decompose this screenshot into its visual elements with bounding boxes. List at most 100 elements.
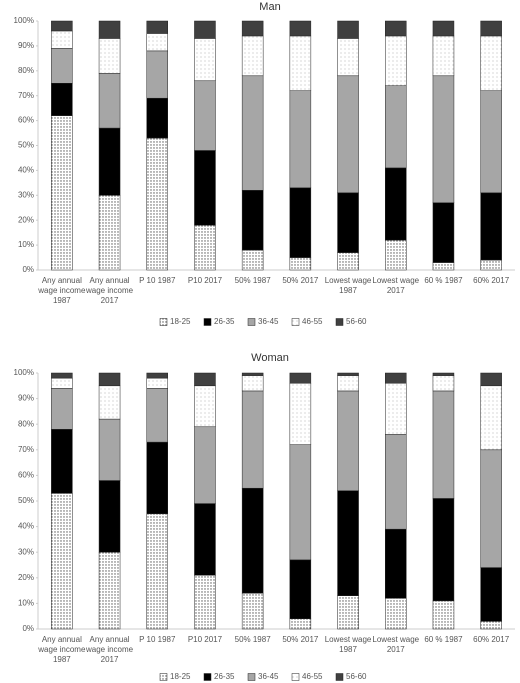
bar-segment xyxy=(241,372,264,376)
x-tick-label: 50% 2017 xyxy=(282,276,319,285)
bar-segment xyxy=(98,195,121,271)
y-tick-label: 50% xyxy=(18,141,34,150)
x-tick-label: P10 2017 xyxy=(188,276,223,285)
legend-label: 36-45 xyxy=(258,672,279,681)
x-tick-label: 60% 2017 xyxy=(473,635,510,644)
bar-segment xyxy=(480,35,502,91)
bar-segment xyxy=(289,20,312,37)
x-tick-label: 1987 xyxy=(339,286,357,295)
y-tick-label: 70% xyxy=(18,445,34,454)
bar-segment xyxy=(146,33,168,52)
legend-swatch xyxy=(203,673,212,681)
x-tick-label: 50% 2017 xyxy=(282,635,319,644)
bar-segment xyxy=(480,90,502,194)
legend-swatch xyxy=(203,318,212,326)
bar-segment xyxy=(194,150,216,226)
bar-segment xyxy=(51,372,73,379)
x-tick-label: 1987 xyxy=(53,655,71,664)
legend-label: 26-35 xyxy=(214,317,235,326)
bar-segment xyxy=(432,75,455,204)
bar-segment xyxy=(432,202,455,263)
x-tick-label: Lowest wage xyxy=(325,635,372,644)
bar-segment xyxy=(146,20,168,34)
legend-swatch xyxy=(291,673,300,681)
bar-segment xyxy=(146,377,168,389)
y-tick-label: 90% xyxy=(18,41,34,50)
legend-label: 26-35 xyxy=(214,672,235,681)
bar-segment xyxy=(337,390,359,492)
x-tick-label: 1987 xyxy=(53,296,71,305)
bar-segment xyxy=(241,190,264,251)
bar-segment xyxy=(98,418,121,481)
bar-segment xyxy=(194,574,216,630)
bar-segment xyxy=(480,621,502,630)
legend-label: 46-55 xyxy=(302,317,323,326)
x-tick-label: 60% 2017 xyxy=(473,276,510,285)
bar-segment xyxy=(146,97,168,139)
bar-segment xyxy=(194,503,216,576)
legend-label: 18-25 xyxy=(170,317,191,326)
bar-segment xyxy=(337,490,359,596)
bar-segment xyxy=(51,388,73,430)
bar-segment xyxy=(51,115,73,271)
bar-segment xyxy=(385,382,407,435)
y-tick-label: 60% xyxy=(18,116,34,125)
bar-segment xyxy=(289,382,312,445)
bar-segment xyxy=(289,444,312,561)
chart-title: Man xyxy=(259,1,280,13)
x-tick-label: 50% 1987 xyxy=(235,635,272,644)
bar-segment xyxy=(480,385,502,451)
bar-segment xyxy=(98,385,121,420)
bar-segment xyxy=(98,38,121,74)
bar-segment xyxy=(194,80,216,151)
legend-swatch xyxy=(247,673,256,681)
bar-segment xyxy=(51,377,73,389)
bar-segment xyxy=(194,224,216,271)
bar-segment xyxy=(289,35,312,91)
y-tick-label: 30% xyxy=(18,547,34,556)
bar-segment xyxy=(98,20,121,39)
y-tick-label: 20% xyxy=(18,573,34,582)
bar-segment xyxy=(385,20,407,37)
x-tick-label: 1987 xyxy=(339,645,357,654)
bar-segment xyxy=(146,513,168,630)
x-tick-label: 2017 xyxy=(101,296,119,305)
bar-segment xyxy=(51,429,73,494)
bar-segment xyxy=(432,35,455,77)
bar-segment xyxy=(146,388,168,443)
x-tick-label: wage income xyxy=(85,286,134,295)
bar-segment xyxy=(289,90,312,189)
bar-segment xyxy=(51,48,73,84)
y-tick-label: 0% xyxy=(22,265,34,274)
bar-segment xyxy=(337,595,359,630)
x-tick-label: 60 % 1987 xyxy=(424,635,463,644)
bar-segment xyxy=(51,83,73,116)
bar-segment xyxy=(241,390,264,489)
bar-segment xyxy=(432,262,455,271)
bar-segment xyxy=(337,38,359,77)
legend-label: 56-60 xyxy=(346,672,367,681)
bar-segment xyxy=(194,38,216,82)
bar-segment xyxy=(241,75,264,191)
bar-segment xyxy=(289,559,312,620)
y-tick-label: 100% xyxy=(14,368,34,377)
y-tick-label: 40% xyxy=(18,166,34,175)
y-tick-label: 80% xyxy=(18,66,34,75)
bar-segment xyxy=(289,257,312,271)
bar-segment xyxy=(289,618,312,630)
bar-segment xyxy=(337,192,359,253)
bar-segment xyxy=(98,551,121,630)
bar-segment xyxy=(480,20,502,37)
x-tick-label: Any annual xyxy=(90,276,130,285)
legend-label: 56-60 xyxy=(346,317,367,326)
bar-segment xyxy=(337,375,359,392)
bar-segment xyxy=(432,372,455,376)
legend-swatch xyxy=(159,318,168,326)
chart-title: Woman xyxy=(251,352,289,364)
x-tick-label: Any annual xyxy=(42,635,82,644)
legend-swatch xyxy=(247,318,256,326)
bar-segment xyxy=(146,372,168,379)
x-tick-label: Lowest wage xyxy=(325,276,372,285)
